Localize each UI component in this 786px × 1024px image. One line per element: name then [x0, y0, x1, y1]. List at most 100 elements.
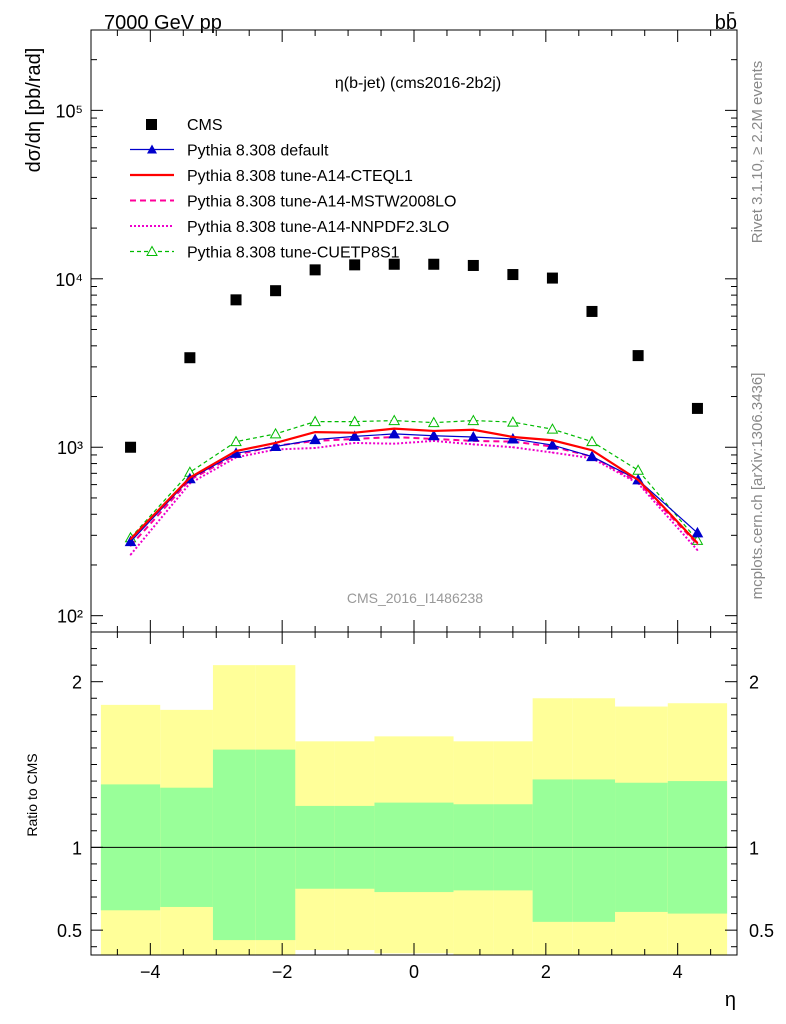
legend-marker: [146, 119, 157, 130]
data-point: [129, 538, 132, 540]
y-tick-label: 10⁵: [56, 101, 83, 121]
series-cteql1: [129, 427, 699, 544]
series-line-nnpdf: [129, 439, 699, 556]
data-point: [309, 433, 321, 445]
data-point: [235, 450, 237, 452]
process-label: bb̄: [715, 11, 737, 34]
data-point: [314, 447, 316, 449]
legend-label: Pythia 8.308 tune-A14-MSTW2008LO: [187, 194, 456, 211]
legend-label: Pythia 8.308 default: [187, 143, 329, 160]
x-tick-label: −2: [272, 962, 293, 982]
x-tick-label: 4: [673, 962, 683, 982]
data-point: [512, 446, 514, 449]
data-point: [129, 553, 132, 556]
data-point: [696, 549, 699, 551]
ratio-y-axis-label: Ratio to CMS: [24, 753, 40, 836]
y-tick-label: 10⁴: [55, 270, 83, 290]
legend-label: Pythia 8.308 tune-A14-NNPDF2.3LO: [187, 219, 449, 236]
x-axis-label: η: [725, 989, 736, 1011]
data-point: [270, 285, 282, 297]
x-tick-label: 2: [541, 962, 551, 982]
ratio-band-inner: [212, 749, 256, 941]
series-default: [124, 427, 704, 547]
data-point: [269, 440, 282, 452]
data-point: [632, 464, 644, 475]
data-point: [427, 416, 440, 428]
data-point: [586, 305, 598, 317]
data-point: [591, 449, 593, 452]
x-tick-label: −4: [140, 962, 161, 982]
x-tick-label: 0: [409, 962, 419, 982]
data-point: [432, 440, 435, 442]
data-point: [696, 543, 699, 546]
data-point: [353, 431, 356, 434]
data-point: [427, 429, 440, 441]
ratio-band-inner: [532, 779, 573, 922]
legend-label: Pythia 8.308 tune-A14-CTEQL1: [187, 168, 413, 185]
y-tick-label: 10³: [57, 438, 83, 458]
series-line-default: [130, 433, 698, 543]
legend-item: CMS: [146, 117, 223, 134]
data-point: [467, 430, 480, 442]
series-line-cteql1: [129, 427, 699, 544]
data-point: [393, 442, 396, 445]
ratio-y-tick-label-right: 1: [749, 838, 759, 858]
data-point: [691, 402, 703, 414]
data-point: [274, 442, 277, 444]
data-point: [586, 435, 598, 447]
data-point: [124, 535, 137, 547]
legend-label: CMS: [187, 117, 223, 134]
legend-item: Pythia 8.308 tune-A14-CTEQL1: [130, 168, 413, 185]
ratio-y-tick-label: 1: [72, 838, 82, 858]
data-point: [637, 479, 639, 481]
data-point: [388, 427, 401, 439]
series-cms: [125, 258, 703, 453]
legend-label: Pythia 8.308 tune-CUETP8S1: [187, 245, 400, 262]
data-point: [632, 350, 644, 362]
data-point: [472, 428, 475, 431]
data-point: [507, 432, 519, 444]
main-axis-ticks: 10² 10³ 10⁴ 10⁵: [55, 29, 737, 633]
data-point: [388, 258, 400, 270]
data-point: [309, 264, 321, 276]
data-point: [546, 423, 559, 434]
data-point: [269, 427, 282, 439]
legend-item: Pythia 8.308 tune-A14-MSTW2008LO: [130, 194, 456, 211]
data-point: [230, 435, 242, 447]
data-point: [314, 431, 316, 433]
data-point: [348, 430, 361, 441]
data-point: [388, 414, 401, 426]
ratio-y-tick-label-right: 0.5: [749, 921, 774, 941]
data-point: [428, 258, 440, 270]
data-point: [349, 259, 361, 271]
ratio-y-tick-label-right: 2: [749, 673, 759, 693]
ratio-y-tick-label: 2: [72, 673, 82, 693]
series-line-cuetp8s1: [130, 419, 698, 541]
side-label-bottom: mcplots.cern.ch [arXiv:1306.3436]: [749, 373, 766, 600]
legend-marker: [146, 245, 158, 256]
legend-marker: [147, 144, 157, 154]
data-point: [507, 269, 519, 281]
ratio-uncertainty-bands: [91, 665, 737, 955]
analysis-id: CMS_2016_I1486238: [347, 590, 483, 606]
series-mstw: [129, 436, 699, 547]
data-point: [348, 415, 361, 427]
data-point: [353, 442, 356, 444]
legend-item: Pythia 8.308 tune-A14-NNPDF2.3LO: [130, 219, 449, 236]
series-line-mstw: [129, 436, 699, 547]
plot-title: η(b-jet) (cms2016-2b2j): [335, 75, 501, 92]
side-label-top: Rivet 3.1.10, ≥ 2.2M events: [749, 61, 766, 244]
ratio-band-inner: [572, 779, 616, 922]
data-point: [546, 439, 559, 450]
y-tick-label: 10²: [57, 607, 83, 627]
series-cuetp8s1: [124, 414, 704, 545]
data-point: [467, 259, 479, 271]
data-point: [467, 414, 480, 426]
beam-label: 7000 GeV pp: [104, 12, 222, 34]
data-point: [432, 430, 435, 432]
ratio-y-tick-label: 0.5: [57, 921, 82, 941]
series-layer: [124, 258, 704, 556]
data-point: [125, 441, 137, 453]
legend-item: Pythia 8.308 default: [130, 143, 329, 160]
